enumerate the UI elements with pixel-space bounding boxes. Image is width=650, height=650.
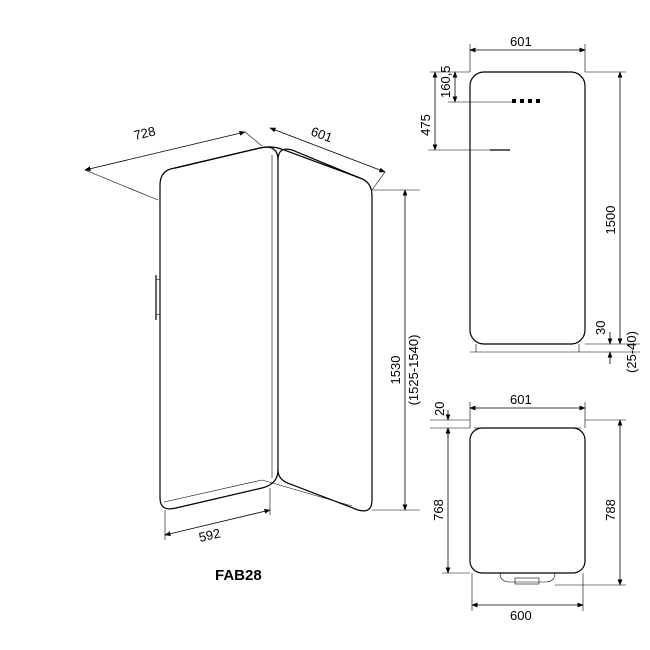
- dim-base-iso: 592: [197, 525, 222, 544]
- dim-height-range-iso: (1525-1540): [406, 335, 421, 406]
- isometric-view: 728 601 1530 (1525-1540) 592: [85, 123, 421, 544]
- dim-depth-top: 768: [431, 499, 446, 521]
- model-label: FAB28: [215, 567, 262, 584]
- dim-width-front: 601: [510, 34, 532, 49]
- dim-logo-offset: 160,5: [438, 65, 453, 98]
- dim-width-top: 601: [510, 392, 532, 407]
- dim-foot: 30: [593, 321, 608, 335]
- dim-base-top: 600: [510, 608, 532, 623]
- dim-depth-iso: 728: [132, 123, 157, 142]
- dim-height-front: 1500: [603, 206, 618, 235]
- dim-height-iso: 1530: [388, 356, 403, 385]
- dim-width-iso: 601: [309, 124, 335, 146]
- dim-overall-depth: 788: [603, 499, 618, 521]
- dim-handle-offset: 475: [418, 114, 433, 136]
- logo-marks: [512, 99, 540, 103]
- front-view: 601 160,5 475 1500 30 (25-40): [418, 34, 640, 373]
- dim-foot-range: (25-40): [624, 331, 639, 373]
- dim-front-offset: 20: [432, 402, 447, 416]
- top-view: 601 20 768 788 600: [430, 392, 626, 623]
- technical-drawing: 728 601 1530 (1525-1540) 592: [0, 0, 650, 650]
